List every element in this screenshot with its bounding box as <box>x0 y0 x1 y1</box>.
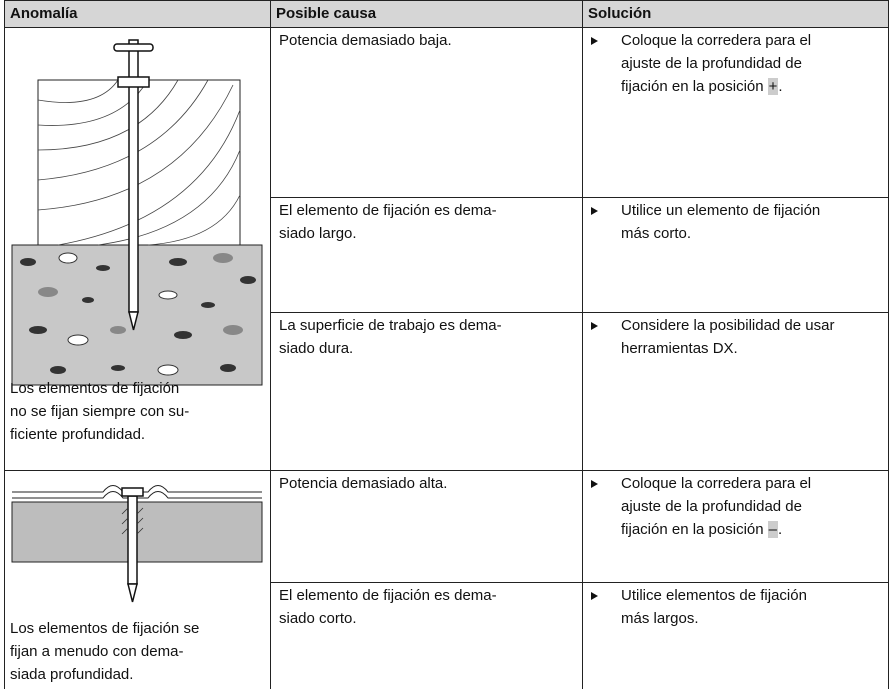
table-border <box>582 0 583 689</box>
table-border <box>4 0 888 1</box>
column-header: Posible causa <box>276 5 377 22</box>
group-border <box>4 470 888 471</box>
solution-text: fijación en la posición +. <box>621 75 783 98</box>
solution-text: fijación en la posición <box>621 521 764 538</box>
solution-text: . <box>777 521 783 538</box>
bullet <box>591 207 598 215</box>
anomaly-text: no se fijan siempre con su- <box>10 403 190 420</box>
table-border <box>4 0 5 689</box>
bullet <box>591 480 598 488</box>
cause-text: siado corto. <box>279 610 357 627</box>
solution-text: fijación en la posición –. <box>621 518 782 541</box>
column-header: Anomalía <box>10 5 78 22</box>
anomaly-text: Los elementos de fijación <box>10 380 180 397</box>
solution-text: herramientas DX. <box>621 340 738 357</box>
row-border <box>270 582 888 583</box>
illustration-deep <box>11 485 263 603</box>
solution-text: ajuste de la profundidad de <box>621 55 802 72</box>
solution-text: . <box>778 78 783 95</box>
solution-text: Utilice un elemento de fijación <box>621 202 821 219</box>
header-row <box>4 0 888 27</box>
bullet <box>591 37 598 45</box>
cause-text: El elemento de fijación es dema- <box>279 202 497 219</box>
cause-text: siado largo. <box>279 225 357 242</box>
solution-text: Considere la posibilidad de usar <box>621 317 835 334</box>
solution-text: más largos. <box>621 610 699 627</box>
cause-text: El elemento de fijación es dema- <box>279 587 497 604</box>
column-header: Solución <box>588 5 652 22</box>
table-border <box>270 0 271 689</box>
cause-text: Potencia demasiado alta. <box>279 475 448 492</box>
illustration-shallow <box>11 39 263 386</box>
solution-text: Coloque la corredera para el <box>621 32 812 49</box>
bullet <box>591 592 598 600</box>
solution-text: más corto. <box>621 225 692 242</box>
key-symbol: + <box>767 78 779 95</box>
anomaly-text: fijan a menudo con dema- <box>10 643 184 660</box>
row-border <box>270 197 888 198</box>
cause-text: Potencia demasiado baja. <box>279 32 452 49</box>
row-border <box>270 312 888 313</box>
key-symbol: – <box>767 521 778 538</box>
table-border <box>4 27 888 28</box>
anomaly-text: siada profundidad. <box>10 666 134 683</box>
table-border <box>888 0 889 689</box>
solution-text: Coloque la corredera para el <box>621 475 812 492</box>
solution-text: Utilice elementos de fijación <box>621 587 807 604</box>
solution-text: ajuste de la profundidad de <box>621 498 802 515</box>
cause-text: siado dura. <box>279 340 354 357</box>
bullet <box>591 322 598 330</box>
cause-text: La superficie de trabajo es dema- <box>279 317 502 334</box>
solution-text: fijación en la posición <box>621 78 764 95</box>
anomaly-text: Los elementos de fijación se <box>10 620 200 637</box>
anomaly-text: ficiente profundidad. <box>10 426 146 443</box>
